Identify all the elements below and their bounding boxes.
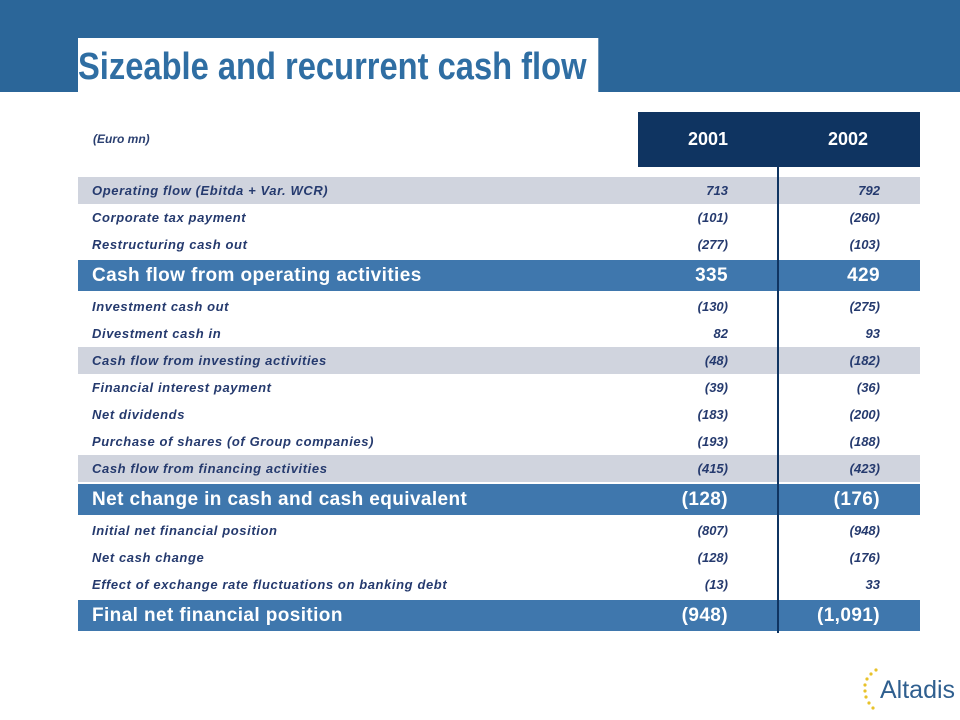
row-label: Net dividends [92, 407, 186, 422]
value-2002: 93 [865, 326, 880, 341]
value-2002: (103) [849, 237, 880, 252]
altadis-logo: Altadis [862, 666, 956, 714]
row-label: Initial net financial position [92, 523, 278, 538]
value-2001: (48) [704, 353, 728, 368]
value-2001: (183) [697, 407, 728, 422]
row-label: Corporate tax payment [92, 210, 247, 225]
row-label: Restructuring cash out [92, 237, 248, 252]
value-2002: (188) [849, 434, 880, 449]
table-row: Operating flow (Ebitda + Var. WCR) 713 792 [78, 177, 920, 204]
table-row: Financial interest payment (39) (36) [78, 374, 920, 401]
table-row: Investment cash out (130) (275) [78, 293, 920, 320]
table-row: Purchase of shares (of Group companies) (… [78, 428, 920, 455]
value-2001: (128) [697, 550, 728, 565]
value-2002: (948) [849, 523, 880, 538]
row-label: Cash flow from operating activities [92, 265, 422, 286]
row-label: Financial interest payment [92, 380, 272, 395]
row-label: Cash flow from financing activities [92, 461, 328, 476]
value-2002: (176) [833, 489, 880, 510]
value-2002: 792 [858, 183, 880, 198]
table-total-row: Cash flow from operating activities 335 42… [78, 260, 920, 291]
value-2001: (130) [697, 299, 728, 314]
value-2002: (260) [849, 210, 880, 225]
row-label: Net change in cash and cash equivalent [92, 489, 468, 510]
value-2002: (275) [849, 299, 880, 314]
value-2002: (36) [856, 380, 880, 395]
table-total-row: Net change in cash and cash equivalent (1… [78, 484, 920, 515]
table-row: Initial net financial position (807) (948) [78, 517, 920, 544]
row-label: Net cash change [92, 550, 205, 565]
value-2001: (277) [697, 237, 728, 252]
value-2002: (423) [849, 461, 880, 476]
column-header-2002: 2002 [827, 129, 869, 149]
table-row: Effect of exchange rate fluctuations on … [78, 571, 920, 598]
row-label: Effect of exchange rate fluctuations on … [92, 577, 448, 592]
row-label: Divestment cash in [92, 326, 222, 341]
row-label: Purchase of shares (of Group companies) [92, 434, 375, 449]
value-2001: (39) [704, 380, 728, 395]
value-2002: (182) [849, 353, 880, 368]
row-label: Cash flow from investing activities [92, 353, 327, 368]
column-header-2001: 2001 [687, 129, 729, 149]
slide-title: Sizeable and recurrent cash flow [78, 38, 599, 98]
logo-text: Altadis [880, 676, 956, 704]
table-row: Restructuring cash out (277) (103) [78, 231, 920, 258]
units-label: (Euro mn) [93, 132, 150, 146]
table-total-row: Final net financial position (948) (1,091) [78, 600, 920, 631]
table-row: Cash flow from financing activities (415)… [78, 455, 920, 482]
value-2001: (193) [697, 434, 728, 449]
row-label: Operating flow (Ebitda + Var. WCR) [92, 183, 329, 198]
value-2001: (101) [697, 210, 728, 225]
year-header: 2001 2002 [638, 112, 920, 167]
value-2001: (13) [704, 577, 728, 592]
column-divider [777, 167, 779, 633]
value-2001: (948) [681, 605, 728, 626]
value-2001: (128) [681, 489, 728, 510]
table-row: Net dividends (183) (200) [78, 401, 920, 428]
value-2002: 33 [865, 577, 880, 592]
value-2001: 713 [706, 183, 728, 198]
value-2002: (200) [849, 407, 880, 422]
value-2001: (415) [697, 461, 728, 476]
table-row: Corporate tax payment (101) (260) [78, 204, 920, 231]
value-2002: (1,091) [816, 605, 880, 626]
star-arc-icon [863, 668, 878, 710]
row-label: Investment cash out [92, 299, 230, 314]
table-row: Cash flow from investing activities (48) (… [78, 347, 920, 374]
table-row: Net cash change (128) (176) [78, 544, 920, 571]
cash-flow-table: Operating flow (Ebitda + Var. WCR) 713 792… [78, 177, 920, 633]
value-2002: 429 [847, 265, 880, 286]
value-2001: (807) [697, 523, 728, 538]
value-2002: (176) [849, 550, 880, 565]
row-label: Final net financial position [92, 605, 343, 626]
value-2001: 335 [695, 265, 728, 286]
value-2001: 82 [713, 326, 728, 341]
table-row: Divestment cash in 82 93 [78, 320, 920, 347]
